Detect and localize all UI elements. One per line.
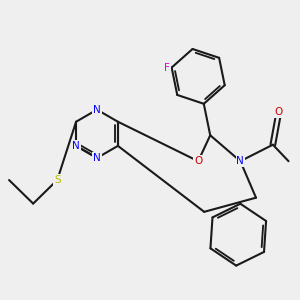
Text: S: S [54,175,61,185]
Text: O: O [275,107,283,117]
Text: N: N [236,156,244,166]
Text: N: N [93,105,101,115]
Text: F: F [164,62,170,73]
Text: N: N [93,153,101,163]
Text: N: N [72,141,80,151]
Text: O: O [194,156,202,166]
